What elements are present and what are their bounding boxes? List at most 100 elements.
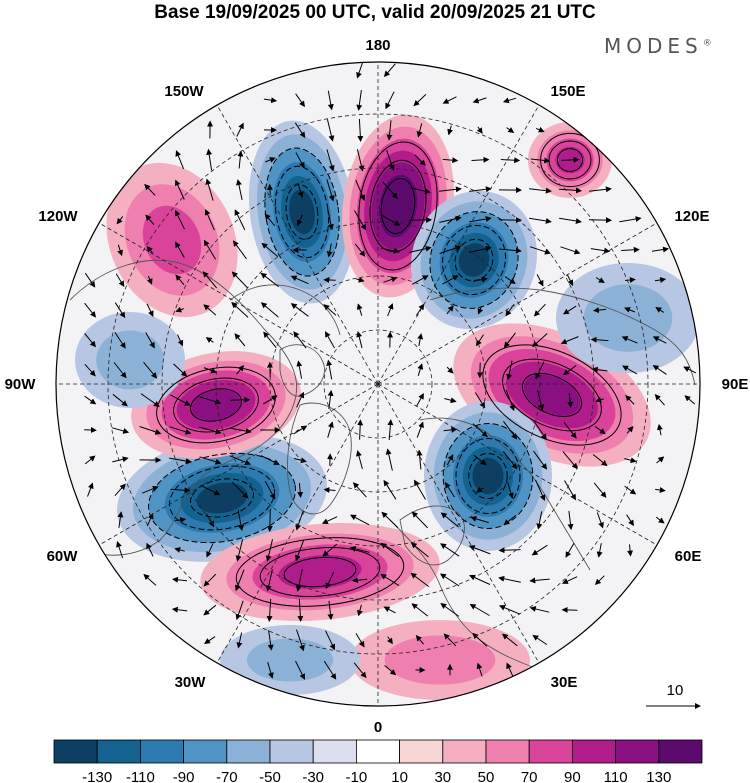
wind-vector bbox=[655, 516, 665, 524]
wind-vector bbox=[203, 239, 217, 260]
wind-vector bbox=[383, 479, 397, 500]
wind-vector bbox=[357, 419, 364, 440]
wind-vector bbox=[381, 247, 400, 254]
wind-vector bbox=[592, 307, 607, 314]
wind-vector bbox=[205, 178, 214, 201]
colorbar-swatch bbox=[355, 739, 400, 764]
wind-vector bbox=[352, 482, 367, 498]
wind-vector bbox=[234, 333, 246, 347]
wind-vector bbox=[293, 425, 308, 435]
wind-vector bbox=[654, 394, 665, 406]
wind-vector bbox=[204, 208, 215, 231]
wind-vector bbox=[532, 333, 548, 348]
colorbar-swatch bbox=[139, 739, 184, 764]
wind-vector bbox=[144, 183, 156, 196]
wind-vector bbox=[563, 421, 577, 439]
contour-line bbox=[264, 147, 340, 277]
wind-vector bbox=[175, 306, 184, 313]
wind-vector bbox=[475, 334, 484, 347]
lon-label-60w: 60W bbox=[47, 548, 79, 565]
colorbar-tick-label: 10 bbox=[391, 769, 408, 783]
wind-vector bbox=[561, 576, 578, 584]
wind-vector bbox=[265, 157, 276, 163]
lon-label-120e: 120E bbox=[674, 208, 709, 225]
wind-vector bbox=[386, 150, 395, 171]
wind-vector bbox=[535, 479, 546, 502]
wind-vector bbox=[262, 395, 278, 405]
coastline-north-america bbox=[69, 259, 298, 556]
wind-vector bbox=[200, 484, 221, 496]
wind-vector bbox=[327, 210, 334, 231]
meridian-lines bbox=[56, 62, 700, 706]
wind-vector bbox=[114, 302, 126, 319]
wind-vector bbox=[172, 576, 188, 583]
wind-vector bbox=[595, 396, 604, 403]
wind-vector bbox=[326, 243, 333, 258]
coastline-alaska bbox=[229, 284, 341, 336]
contour-line bbox=[454, 238, 494, 282]
wind-vector bbox=[112, 456, 129, 463]
anomaly-layer bbox=[75, 114, 700, 700]
wind-vector bbox=[413, 479, 426, 500]
wind-vector bbox=[355, 633, 365, 648]
wind-vector bbox=[356, 62, 364, 79]
wind-vector bbox=[558, 187, 582, 194]
wind-vector bbox=[589, 186, 612, 193]
wind-vector bbox=[416, 393, 424, 407]
latitude-circle-80 bbox=[323, 329, 433, 439]
wind-vector bbox=[295, 569, 303, 592]
meridian-line bbox=[92, 218, 379, 385]
anomaly-shade-positive bbox=[384, 635, 496, 685]
wind-vector bbox=[237, 150, 244, 169]
wind-vector bbox=[446, 305, 454, 315]
wind-vector bbox=[116, 541, 124, 559]
wind-vector bbox=[199, 426, 222, 435]
colorbar-swatch bbox=[399, 739, 444, 764]
anomaly-shade-negative bbox=[472, 457, 504, 495]
wind-vector bbox=[443, 633, 457, 647]
wind-vector bbox=[562, 365, 577, 376]
wind-vector bbox=[297, 182, 304, 198]
wind-vector bbox=[114, 331, 126, 349]
wind-vector bbox=[411, 603, 429, 617]
wind-vector bbox=[117, 244, 123, 257]
contour-line bbox=[455, 438, 521, 514]
vector-scale-label: 10 bbox=[667, 682, 684, 699]
meridian-line bbox=[377, 218, 664, 385]
contour-line bbox=[190, 478, 254, 518]
wind-vector bbox=[416, 123, 423, 138]
wind-vector bbox=[237, 509, 244, 532]
lon-label-60e: 60E bbox=[675, 548, 702, 565]
wind-vector bbox=[447, 125, 454, 136]
wind-vector bbox=[529, 187, 552, 194]
wind-vector bbox=[111, 427, 130, 434]
wind-vector bbox=[177, 334, 184, 347]
wind-vector bbox=[265, 569, 273, 592]
wind-vector bbox=[236, 632, 243, 649]
coastline-asia bbox=[429, 287, 696, 386]
graticule bbox=[56, 62, 700, 706]
wind-vector bbox=[146, 542, 154, 557]
wind-vector bbox=[446, 366, 454, 374]
colorbar-tick-label: -90 bbox=[173, 769, 195, 783]
wind-vector bbox=[84, 333, 96, 348]
wind-vector bbox=[261, 242, 279, 257]
wind-vector bbox=[469, 186, 492, 193]
wind-vector bbox=[410, 542, 429, 558]
wind-vector bbox=[232, 240, 247, 260]
contour-line bbox=[468, 453, 508, 499]
wind-vector bbox=[355, 179, 366, 202]
wind-vector bbox=[567, 510, 574, 531]
wind-vector bbox=[537, 390, 545, 411]
wind-vector bbox=[295, 510, 304, 531]
wind-vector bbox=[655, 307, 665, 313]
wind-vector bbox=[533, 303, 546, 317]
wind-vector bbox=[145, 214, 155, 226]
wind-vector bbox=[327, 600, 334, 621]
contour-line bbox=[283, 556, 357, 588]
coastline-greenland bbox=[287, 402, 352, 515]
wind-vector bbox=[199, 456, 222, 465]
wind-vector bbox=[266, 508, 273, 532]
wind-vector bbox=[475, 486, 484, 493]
wind-vector bbox=[656, 423, 663, 436]
